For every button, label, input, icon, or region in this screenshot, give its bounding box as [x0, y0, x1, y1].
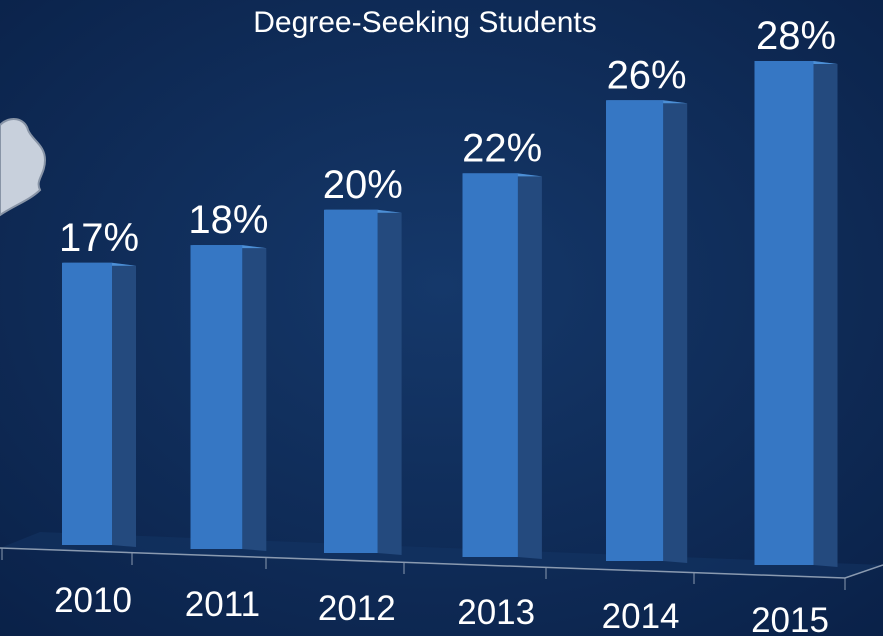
- x-tick-label: 2013: [457, 593, 535, 632]
- bar-front: [462, 173, 518, 557]
- value-label: 18%: [188, 198, 268, 242]
- bar-side: [663, 100, 688, 563]
- bar: [462, 173, 542, 559]
- x-tick-label: 2010: [54, 581, 132, 620]
- x-tick-label: 2014: [602, 597, 680, 636]
- bar-front: [324, 209, 378, 554]
- bar-side: [813, 61, 838, 567]
- bar: [754, 61, 838, 567]
- chart-title: Degree-Seeking Students: [253, 6, 597, 39]
- bar-side: [242, 245, 267, 551]
- value-label: 28%: [756, 14, 836, 58]
- bar-front: [190, 245, 243, 549]
- value-label: 17%: [59, 216, 139, 260]
- value-label: 20%: [323, 163, 403, 207]
- bar: [606, 100, 688, 563]
- puzzle-icon: [0, 118, 47, 217]
- bar-side: [517, 173, 542, 559]
- bar-front: [754, 61, 814, 565]
- x-tick-label: 2015: [751, 601, 829, 636]
- bar-side: [377, 209, 402, 556]
- value-label: 22%: [462, 126, 542, 170]
- bar: [190, 245, 267, 551]
- bar: [62, 262, 136, 547]
- bar-front: [62, 262, 112, 545]
- bar-side: [112, 262, 136, 547]
- bar: [324, 209, 402, 556]
- value-label: 26%: [607, 53, 687, 97]
- x-tick-label: 2011: [185, 585, 260, 624]
- bar-front: [606, 100, 664, 561]
- x-tick-label: 2012: [318, 589, 396, 628]
